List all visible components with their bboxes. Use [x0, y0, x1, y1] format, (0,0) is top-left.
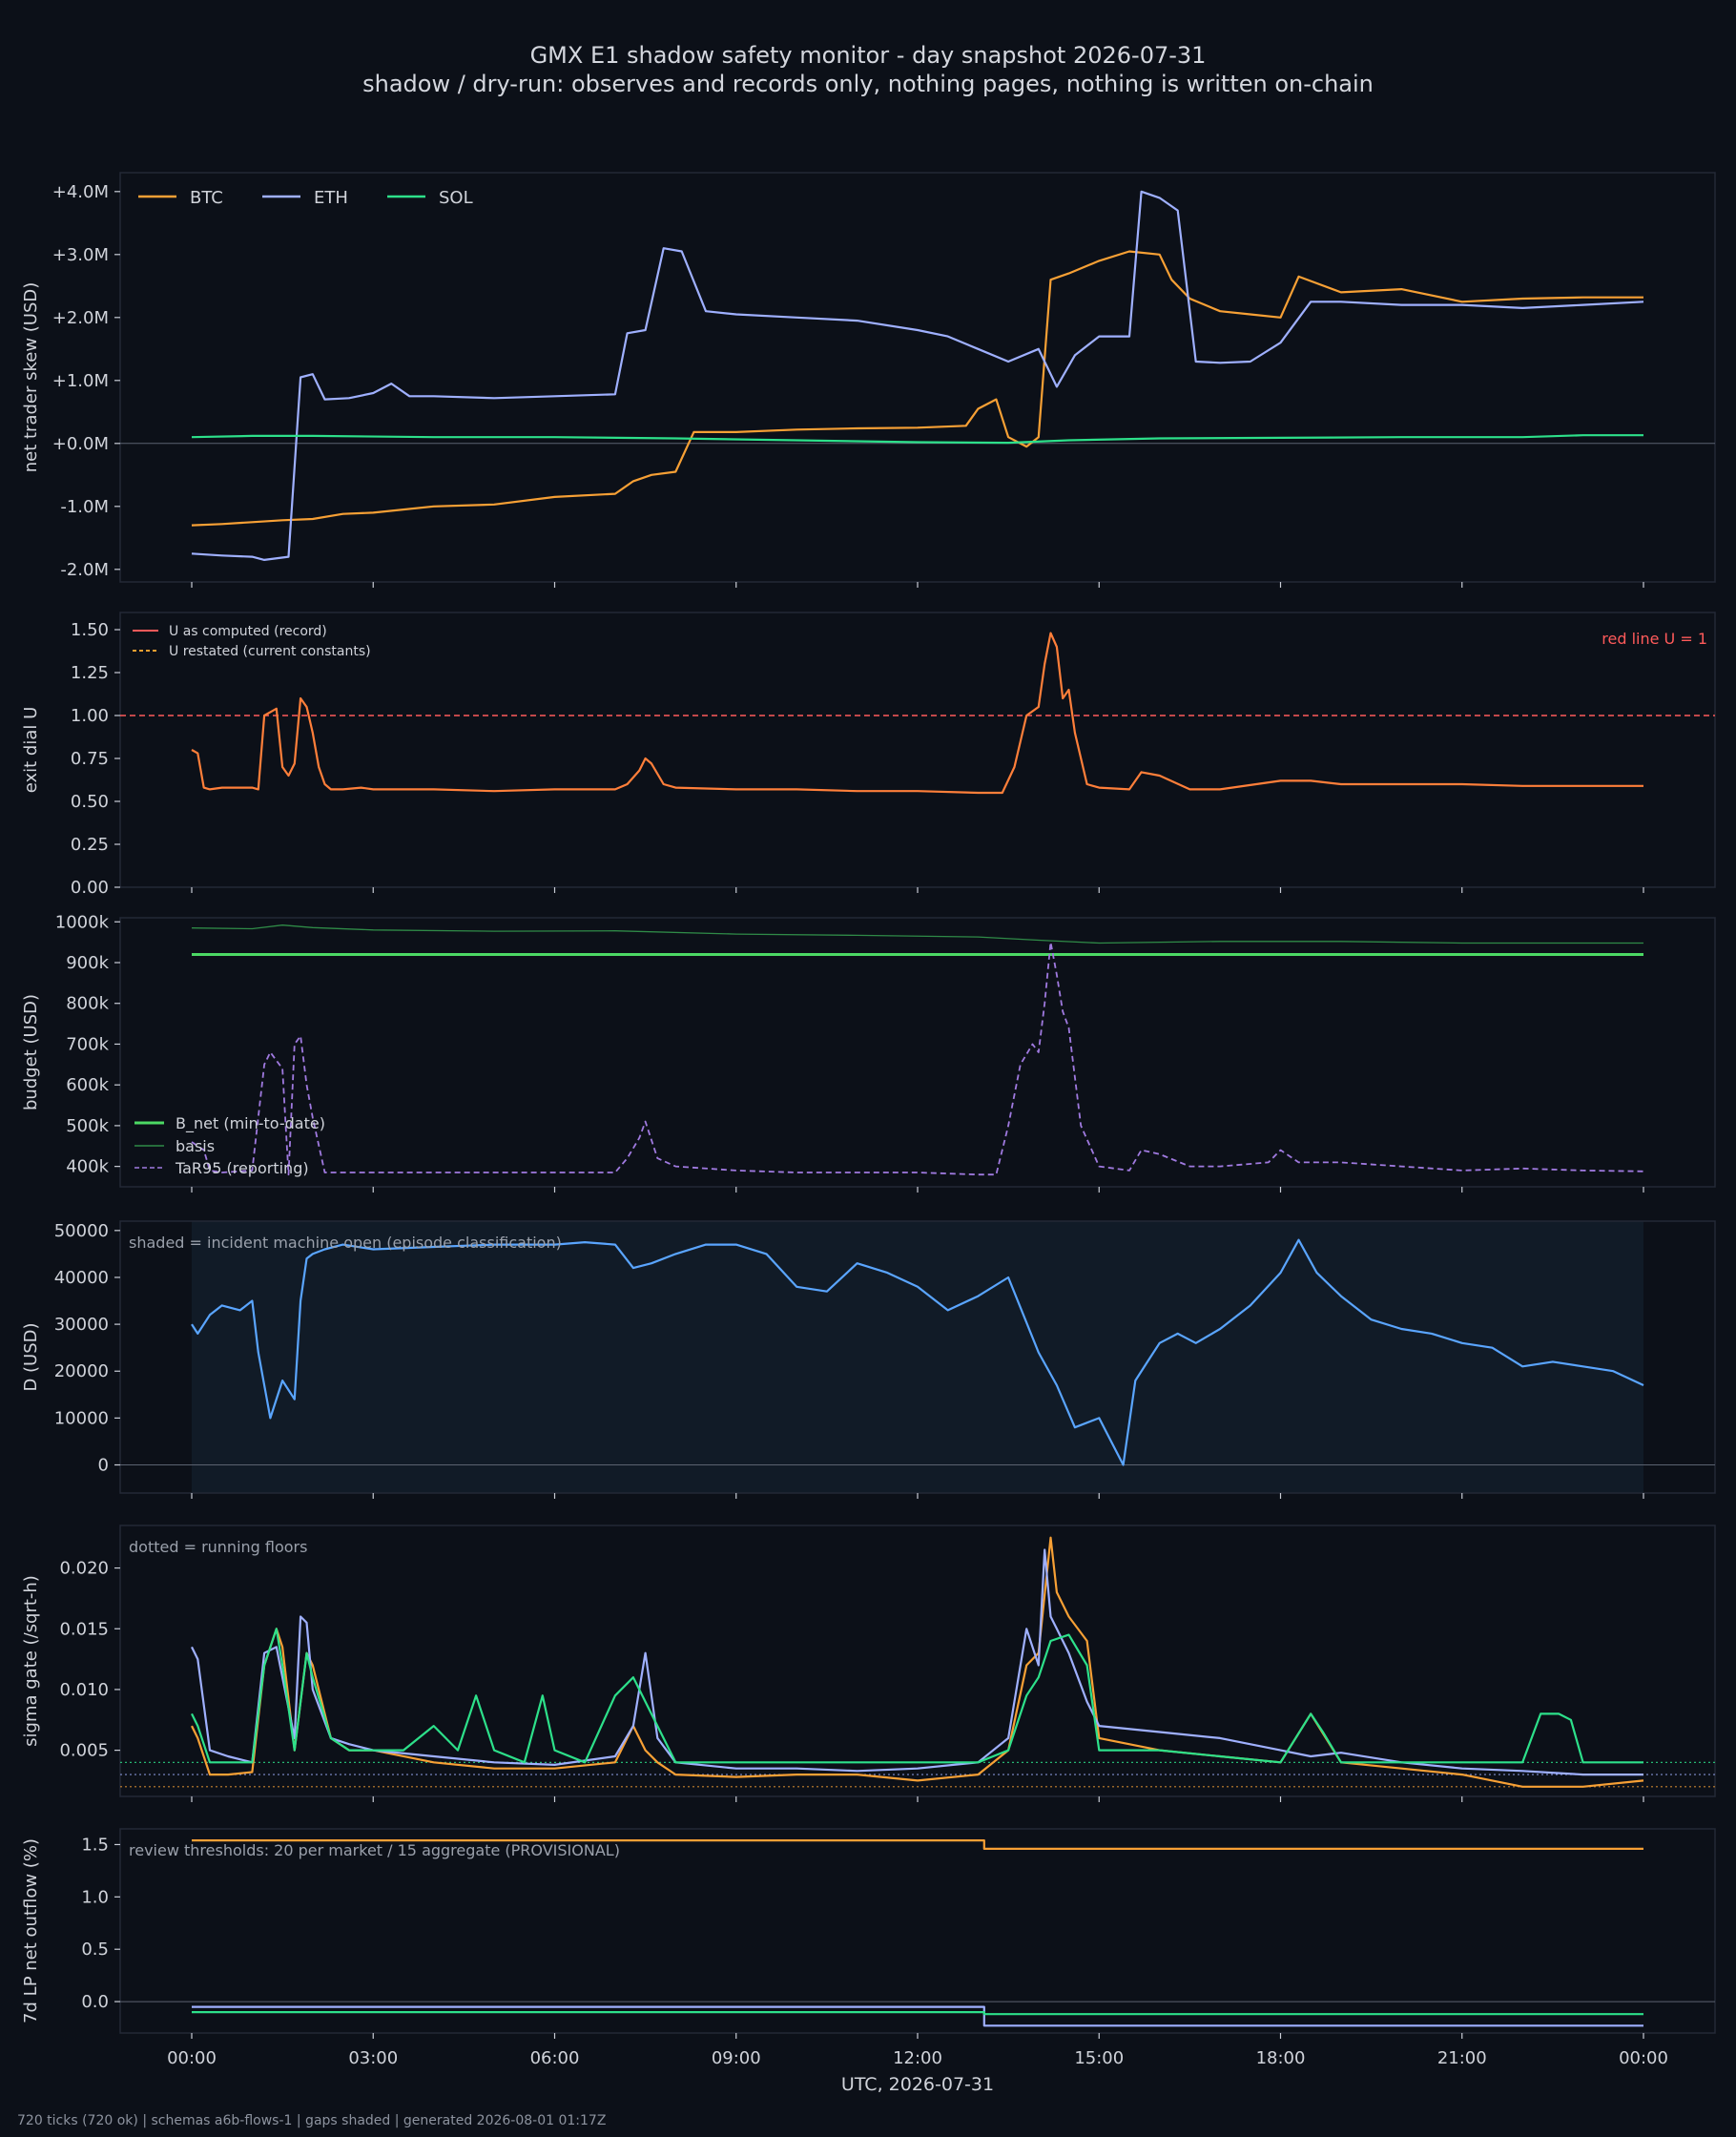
series-eth — [191, 190, 1644, 562]
panel-budget: 400k 500k 600k 700k 800k 900k 1000k budget (USD… — [21, 912, 1716, 1193]
y-tick-label: 0.020 — [59, 1559, 109, 1579]
panel-drawdown: 0 10000 20000 30000 40000 50000 D (USD) shaded … — [21, 1220, 1716, 1499]
y-tick-label: +0.0M — [52, 434, 109, 454]
x-tick-label: 06:00 — [530, 2048, 580, 2068]
panel-lp_outflow: 0.0 0.5 1.0 1.5 7d LP net outflow (%) review … — [21, 1828, 1716, 2039]
series-sol — [192, 2011, 1643, 2016]
y-tick-label: 0.5 — [81, 1940, 109, 1960]
y-tick-label: 40000 — [54, 1268, 109, 1288]
y-tick-label: 0 — [98, 1456, 109, 1476]
series-basis — [191, 924, 1643, 944]
y-tick-label: 500k — [66, 1116, 109, 1136]
y-tick-label: 0.75 — [71, 749, 109, 769]
panel-skew: -2.0M -1.0M +0.0M +1.0M +2.0M +3.0M +4.0M net t… — [21, 172, 1716, 588]
panel-annotation: shaded = incident machine open (episode … — [129, 1234, 562, 1252]
y-tick-label: 1.00 — [71, 706, 109, 726]
x-tick-label: 00:00 — [167, 2048, 217, 2068]
legend-label: B_net (min-to-date) — [176, 1114, 325, 1133]
y-tick-label: 600k — [66, 1075, 109, 1095]
y-axis-label: D (USD) — [21, 1322, 41, 1391]
series-eth — [191, 1548, 1643, 1776]
y-tick-label: 1.5 — [81, 1835, 109, 1855]
legend-label: U restated (current constants) — [169, 644, 371, 659]
legend-label: ETH — [314, 188, 348, 208]
legend-label: SOL — [439, 188, 473, 208]
y-tick-label: 0.50 — [71, 792, 109, 812]
y-tick-label: 800k — [66, 994, 109, 1014]
x-tick-label: 12:00 — [893, 2048, 942, 2068]
red-line-annotation: red line U = 1 — [1602, 630, 1707, 648]
y-tick-label: 10000 — [54, 1408, 109, 1428]
y-axis-label: exit dial U — [21, 707, 41, 794]
y-tick-label: 1000k — [55, 912, 110, 932]
series-btc — [192, 1838, 1643, 1851]
y-tick-label: -2.0M — [60, 560, 109, 580]
panel-frame — [119, 172, 1716, 583]
legend-label: TaR95 (reporting) — [175, 1159, 309, 1177]
y-tick-label: 1.25 — [71, 663, 109, 683]
y-tick-label: 0.0 — [81, 1992, 109, 2012]
x-tick-label: 18:00 — [1256, 2048, 1306, 2068]
footer-status: 720 ticks (720 ok) | schemas a6b-flows-1… — [17, 2113, 607, 2128]
series-tar95 — [191, 941, 1644, 1176]
y-tick-label: -1.0M — [60, 497, 109, 517]
y-tick-label: 0.25 — [71, 835, 109, 855]
chart-title: GMX E1 shadow safety monitor - day snaps… — [529, 42, 1207, 69]
series-sol — [191, 1628, 1643, 1764]
panel-annotation: dotted = running floors — [129, 1538, 307, 1556]
legend-label: U as computed (record) — [169, 624, 327, 639]
y-tick-label: 20000 — [54, 1361, 109, 1381]
x-tick-label: 15:00 — [1074, 2048, 1124, 2068]
y-tick-label: 0.015 — [59, 1619, 109, 1639]
y-tick-label: +1.0M — [52, 371, 109, 391]
y-tick-label: 0.00 — [71, 878, 109, 898]
y-tick-label: 1.50 — [71, 620, 109, 640]
series-d — [191, 1238, 1644, 1466]
legend-label: BTC — [190, 188, 223, 208]
legend-label: basis — [176, 1137, 215, 1155]
y-tick-label: +4.0M — [52, 182, 109, 202]
y-axis-label: budget (USD) — [21, 994, 41, 1110]
panel-frame — [119, 1828, 1716, 2034]
x-axis-label: UTC, 2026-07-31 — [841, 2074, 994, 2095]
y-tick-label: 400k — [66, 1157, 109, 1177]
panel-sigma: 0.005 0.010 0.015 0.020 sigma gate (/sqrt-h)… — [21, 1525, 1716, 1802]
y-tick-label: 700k — [66, 1034, 109, 1054]
x-tick-label: 21:00 — [1437, 2048, 1487, 2068]
panel-annotation: review thresholds: 20 per market / 15 ag… — [129, 1841, 620, 1859]
series-btc — [191, 250, 1643, 527]
series-u — [191, 632, 1643, 795]
y-axis-label: sigma gate (/sqrt-h) — [21, 1575, 41, 1747]
chart-subtitle: shadow / dry-run: observes and records o… — [362, 71, 1374, 97]
series-eth — [192, 2005, 1643, 2027]
y-tick-label: 50000 — [54, 1221, 109, 1241]
y-tick-label: +2.0M — [52, 308, 109, 328]
y-axis-label: net trader skew (USD) — [21, 282, 41, 473]
y-axis-label: 7d LP net outflow (%) — [21, 1838, 41, 2023]
series-btc — [191, 1536, 1644, 1788]
y-tick-label: 1.0 — [81, 1887, 109, 1907]
x-tick-label: 09:00 — [712, 2048, 761, 2068]
panel-exit_dial: 0.00 0.25 0.50 0.75 1.00 1.25 1.50 exit dial U U… — [21, 612, 1716, 898]
panel-frame — [119, 917, 1716, 1188]
y-tick-label: 0.010 — [59, 1680, 109, 1700]
series-sol — [191, 434, 1643, 445]
y-tick-label: +3.0M — [52, 245, 109, 265]
x-tick-label: 03:00 — [348, 2048, 398, 2068]
panel-frame — [119, 1525, 1716, 1797]
x-tick-label: 00:00 — [1619, 2048, 1668, 2068]
y-tick-label: 30000 — [54, 1315, 109, 1335]
incident-shade — [192, 1221, 1643, 1493]
y-tick-label: 0.005 — [59, 1741, 109, 1761]
y-tick-label: 900k — [66, 953, 109, 973]
